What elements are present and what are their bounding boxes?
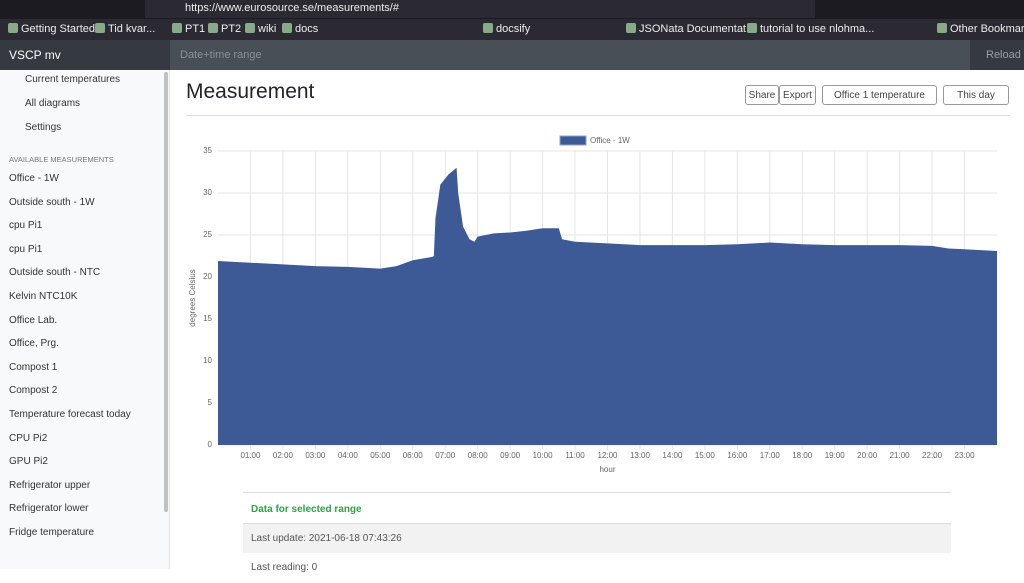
y-tick-label: 35 [203, 146, 212, 155]
x-tick-label: 19:00 [825, 451, 846, 460]
bookmark[interactable]: wiki [245, 23, 276, 35]
x-tick-label: 01:00 [240, 451, 261, 460]
y-tick-label: 0 [208, 440, 213, 449]
section-heading: AVAILABLE MEASUREMENTS [9, 155, 114, 164]
bookmark[interactable]: Tid kvar... [95, 23, 155, 35]
x-axis-title: hour [599, 465, 615, 474]
x-tick-label: 08:00 [468, 451, 489, 460]
menu-link[interactable]: Settings [25, 122, 62, 133]
toolbar-button[interactable]: Share [745, 85, 779, 105]
bookmark[interactable]: PT2 [208, 23, 241, 35]
legend-swatch [559, 135, 587, 146]
browser-toolbar: https://www.eurosource.se/measurements/# [0, 0, 1024, 19]
x-tick-label: 17:00 [760, 451, 781, 460]
measurement-link[interactable]: Outside south - NTC [9, 267, 101, 279]
toolbar-button[interactable]: Office 1 temperature [822, 85, 937, 105]
measurement-link[interactable]: Compost 1 [9, 361, 58, 373]
scrollbar[interactable] [164, 72, 168, 512]
x-tick-label: 23:00 [955, 451, 976, 460]
x-tick-label: 21:00 [890, 451, 911, 460]
chart: 0 5 10 15 20 25 30 35 01:00 02:00 03:00 04:00 05:00 0… [188, 135, 997, 474]
y-tick-label: 30 [203, 188, 212, 197]
measurement-link[interactable]: Refrigerator lower [9, 503, 89, 515]
table-row: Last update: 2021-06-18 07:43:26 [243, 523, 951, 553]
divider [186, 115, 1010, 116]
x-tick-label: 13:00 [630, 451, 651, 460]
table-row: Last reading: 0 [251, 562, 318, 573]
x-tick-label: 14:00 [662, 451, 683, 460]
x-tick-label: 09:00 [500, 451, 521, 460]
x-tick-label: 04:00 [338, 451, 359, 460]
page-title: Measurement [186, 80, 315, 103]
y-tick-label: 5 [208, 398, 213, 407]
sidebar [0, 70, 170, 569]
menu-link[interactable]: All diagrams [25, 98, 81, 109]
measurement-link[interactable]: Fridge temperature [9, 527, 95, 538]
page: https://www.eurosource.se/measurements/#… [0, 0, 1024, 569]
y-tick-label: 25 [203, 230, 212, 239]
measurement-link[interactable]: Office - 1W [9, 173, 59, 184]
x-tick-label: 05:00 [370, 451, 391, 460]
area [218, 167, 997, 446]
bookmark[interactable]: docs [282, 23, 318, 35]
measurement-link[interactable]: Temperature forecast today [9, 409, 131, 420]
bookmark[interactable]: tutorial to use nlohma... [747, 23, 874, 35]
measurement-link[interactable]: Office, Prg. [9, 338, 59, 350]
measurement-link[interactable]: Kelvin NTC10K [9, 291, 78, 302]
measurement-link[interactable]: cpu Pi1 [9, 220, 43, 232]
bookmark[interactable]: JSONata Documentat... [626, 23, 755, 35]
bookmark[interactable]: docsify [483, 23, 530, 35]
legend-label: Office - 1W [590, 136, 630, 145]
measurement-link[interactable]: Compost 2 [9, 385, 58, 397]
x-tick-label: 20:00 [857, 451, 878, 460]
x-tick-label: 11:00 [565, 451, 585, 460]
measurement-link[interactable]: Outside south - 1W [9, 196, 95, 208]
x-tick-label: 02:00 [273, 451, 294, 460]
bookmark[interactable]: PT1 [172, 23, 205, 35]
x-tick-label: 10:00 [533, 451, 554, 460]
x-tick-label: 07:00 [435, 451, 456, 460]
bookmark[interactable]: Getting Started [8, 23, 95, 35]
bookmarks-bar: Getting Started Tid kvar... PT1 PT2 wiki docs… [0, 19, 1024, 40]
toolbar-button[interactable]: Export [779, 85, 816, 105]
measurement-link[interactable]: Office Lab. [9, 314, 58, 326]
x-tick-label: 16:00 [727, 451, 748, 460]
y-axis-title: degrees Celsius [188, 269, 197, 326]
x-tick-label: 22:00 [922, 451, 943, 460]
table-heading: Data for selected range [243, 492, 951, 523]
x-tick-label: 12:00 [597, 451, 618, 460]
y-tick-label: 15 [203, 314, 212, 323]
bookmark[interactable]: Other Bookmarks [937, 23, 1024, 35]
address-bar[interactable]: https://www.eurosource.se/measurements/# [145, 0, 815, 18]
x-tick-label: 06:00 [403, 451, 424, 460]
reload-button[interactable]: Reload [986, 49, 1021, 61]
x-tick-label: 03:00 [305, 451, 326, 460]
y-tick-label: 20 [203, 272, 212, 281]
x-tick-label: 15:00 [695, 451, 716, 460]
brand[interactable]: VSCP mv [9, 48, 61, 62]
range-input[interactable]: Date+time range [170, 40, 970, 70]
measurement-link[interactable]: CPU Pi2 [9, 432, 48, 444]
measurement-link[interactable]: GPU Pi2 [9, 456, 48, 468]
measurement-link[interactable]: Refrigerator upper [9, 479, 91, 491]
toolbar-button[interactable]: This day [943, 85, 1009, 105]
y-tick-label: 10 [203, 356, 212, 365]
measurement-link[interactable]: cpu Pi1 [9, 243, 43, 255]
x-tick-label: 18:00 [792, 451, 813, 460]
menu-link[interactable]: Current temperatures [25, 74, 121, 85]
